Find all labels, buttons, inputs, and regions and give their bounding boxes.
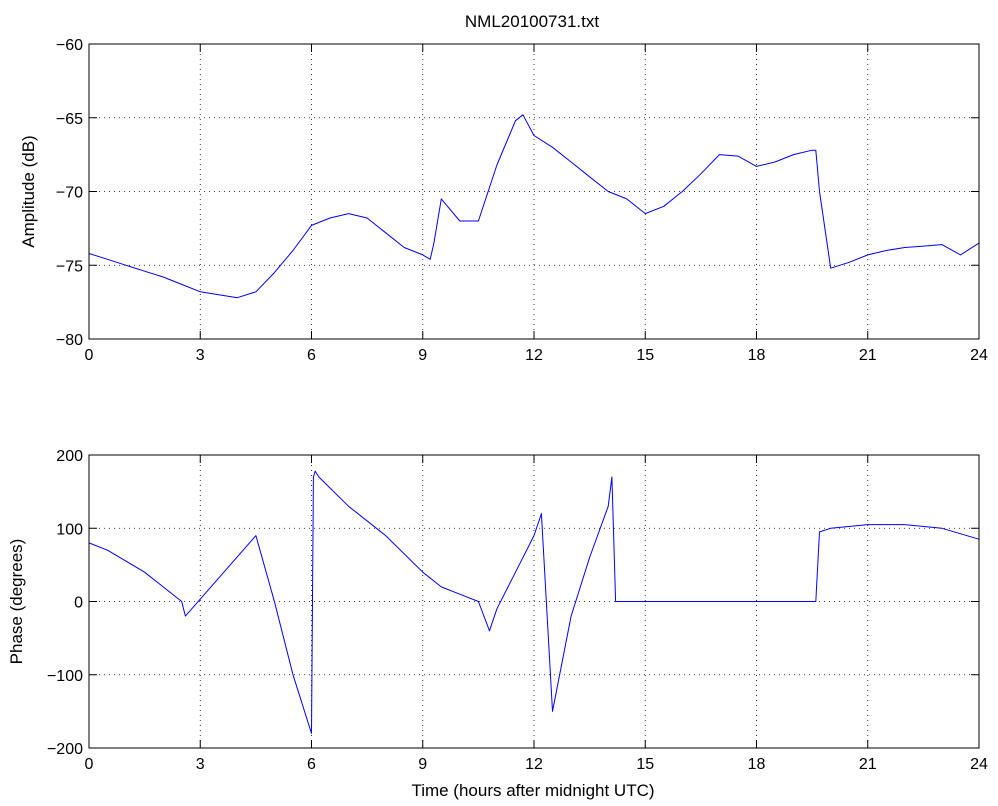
- x-tick-label: 0: [85, 347, 94, 364]
- figure-title: NML20100731.txt: [465, 12, 599, 31]
- phase-plot: 0 3 6 9 12 15 18 21 24 −200 −100 0 100 200 Phase (degr…: [7, 448, 988, 773]
- x-tick-label: 18: [748, 347, 766, 364]
- x-tick-label: 24: [970, 756, 988, 773]
- y-tick-label: −200: [47, 741, 83, 758]
- y-tick-label: −60: [56, 37, 83, 54]
- x-tick-label: 21: [859, 347, 877, 364]
- y-tick-label: −65: [56, 111, 83, 128]
- x-tick-label: 3: [196, 347, 205, 364]
- y-tick-label: −75: [56, 258, 83, 275]
- x-axis-label: Time (hours after midnight UTC): [411, 781, 654, 800]
- y-tick-label: 0: [74, 595, 83, 612]
- x-tick-label: 9: [418, 347, 427, 364]
- x-tick-label: 6: [307, 756, 316, 773]
- x-tick-label: 15: [636, 756, 654, 773]
- y-tick-label: 100: [56, 521, 83, 538]
- y-axis-label: Amplitude (dB): [19, 135, 38, 247]
- amplitude-series-line: [88, 114, 980, 299]
- x-tick-label: 15: [636, 347, 654, 364]
- x-tick-label: 0: [85, 756, 94, 773]
- x-tick-label: 9: [418, 756, 427, 773]
- x-tick-label: 24: [970, 347, 988, 364]
- x-tick-label: 12: [525, 756, 543, 773]
- x-tick-label: 12: [525, 347, 543, 364]
- x-tick-label: 3: [196, 756, 205, 773]
- y-tick-label: −100: [47, 668, 83, 685]
- amplitude-plot: 0 3 6 9 12 15 18 21 24 −80 −75 −70 −65 −60 Amplitude (…: [19, 37, 988, 364]
- y-tick-label: 200: [56, 448, 83, 465]
- y-axis-label: Phase (degrees): [7, 539, 26, 665]
- phase-series-line: [88, 470, 980, 734]
- x-tick-label: 21: [859, 756, 877, 773]
- y-tick-label: −70: [56, 185, 83, 202]
- y-tick-label: −80: [56, 332, 83, 349]
- x-tick-label: 18: [748, 756, 766, 773]
- x-tick-label: 6: [307, 347, 316, 364]
